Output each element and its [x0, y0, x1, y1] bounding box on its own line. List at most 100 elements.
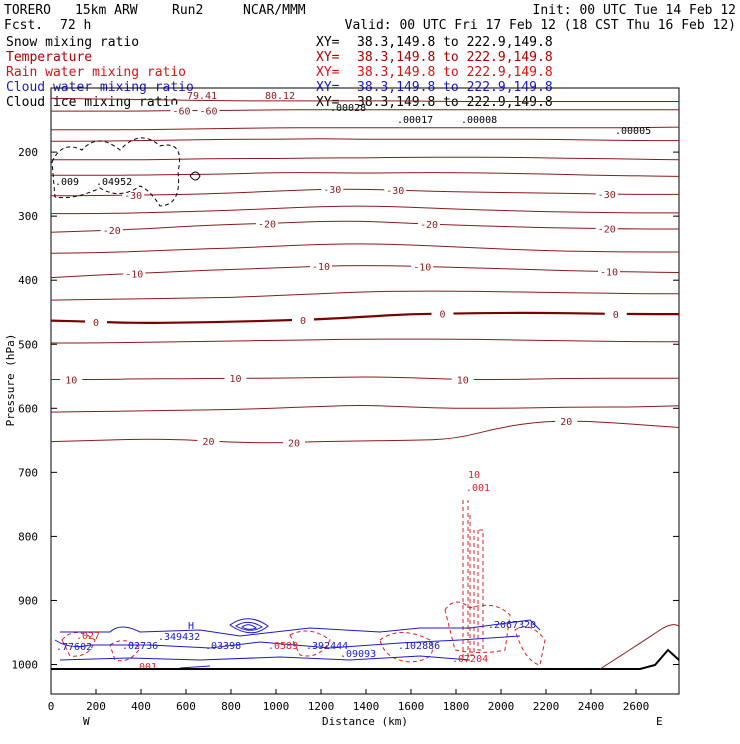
temperature-label-bg [555, 415, 578, 427]
cloud-label-001: .001 [133, 662, 157, 673]
y-tick-label-1000: 1000 [12, 659, 39, 672]
temperature-label-bg [411, 260, 434, 272]
temperature-label-1-1: -60 [199, 106, 217, 117]
temperature-contour-minus35 [51, 172, 680, 177]
x-tick-label-0: 0 [48, 700, 55, 713]
temperature-label-bg [451, 373, 474, 385]
y-tick-label-500: 500 [18, 338, 38, 351]
cloud-water-contour-0 [60, 619, 541, 637]
temp-label-79-41: 79.41 [187, 91, 217, 102]
temperature-label-16-2: 20 [560, 417, 572, 428]
y-tick-label-600: 600 [18, 402, 38, 415]
temperature-contour-minus25 [51, 205, 679, 215]
east-label: E [656, 715, 663, 728]
rain-contour-8 [514, 626, 546, 666]
temperature-label-8-2: -20 [420, 220, 438, 231]
temperature-label-10-2: -10 [413, 262, 431, 273]
valid-time: Valid: 00 UTC Fri 17 Feb 12 (18 CST Thu … [345, 18, 736, 33]
cloud-water-contour-6 [179, 665, 211, 669]
legend-snow-xy-label: XY= [316, 35, 340, 50]
snow-contours [51, 137, 201, 207]
temperature-contour-minus40 [51, 156, 680, 161]
cloud-water-contour-5 [59, 655, 471, 661]
cloud-water-contour-2 [229, 618, 269, 634]
rain-contour-5 [289, 630, 331, 657]
temperature-label-10-0: -10 [125, 269, 143, 280]
cloud-water-contour-3 [235, 621, 263, 631]
temperature-label-bg [292, 313, 314, 325]
cloud-label-03398: .03398 [205, 641, 241, 652]
temperature-label-12-2: 0 [439, 310, 445, 321]
rain-label-001: .001 [466, 483, 490, 494]
y-tick-label-300: 300 [18, 210, 38, 223]
temperature-label-12-0: 0 [93, 318, 99, 329]
rain-label-10: 10 [468, 470, 480, 481]
cloud-water-contour-4 [241, 624, 257, 630]
legend-snow-xy: 38.3,149.8 to 222.9,149.8 [357, 35, 553, 50]
field-legend: Snow mixing ratio XY= 38.3,149.8 to 222.… [6, 35, 553, 110]
init-time: Init: 00 UTC Tue 14 Feb 12 [533, 3, 737, 18]
temperature-label-12-1: 0 [300, 316, 306, 327]
rain-contour-3 [444, 601, 511, 653]
x-tick-label-800: 800 [221, 700, 241, 713]
temperature-contour-minus50 [51, 126, 680, 131]
model-name: TORERO [4, 3, 51, 18]
snow-label-00028: .00028 [330, 103, 366, 114]
snow-label-009: .009 [55, 177, 79, 188]
y-tick-label-900: 900 [18, 594, 38, 607]
cloud-label-77602: .77602 [56, 642, 92, 653]
legend-rain-xy: 38.3,149.8 to 222.9,149.8 [357, 65, 553, 80]
legend-temperature-xy: 38.3,149.8 to 222.9,149.8 [357, 50, 553, 65]
legend-snow-name: Snow mixing ratio [6, 35, 139, 50]
model-resolution: 15km ARW [75, 3, 138, 18]
cloud-label-h: H [188, 621, 194, 632]
cloud-label-027: .027 [76, 631, 100, 642]
legend-rain-xy-label: XY= [316, 65, 340, 80]
x-tick-label-1200: 1200 [308, 700, 335, 713]
temperature-contour-minus20 [50, 220, 679, 233]
temperature-label-8-1: -20 [258, 219, 276, 230]
x-axis-title: Distance (km) [322, 715, 408, 728]
temperature-contour-10 [51, 376, 679, 381]
rain-contour-1 [469, 515, 475, 656]
temperature-label-bg [310, 260, 332, 272]
temperature-label-16-1: 20 [288, 438, 300, 449]
legend-cloud-ice-xy: 38.3,149.8 to 222.9,149.8 [357, 95, 553, 110]
temperature-contour-minus5 [50, 290, 679, 301]
temperature-label-6-3: -30 [598, 190, 616, 201]
cloud-water-contour-1 [54, 635, 521, 649]
x-tick-label-1400: 1400 [353, 700, 380, 713]
field-value-labels: 10 .001 .027.77602 .02736.349432 .03398 .0589… [55, 91, 651, 673]
temperature-label-bg [123, 267, 146, 279]
temperature-label-bg [197, 434, 220, 446]
temperature-label-8-0: -20 [103, 226, 121, 237]
terrain [51, 624, 680, 670]
temperature-contour-20 [50, 420, 680, 444]
organization: NCAR/MMM [243, 3, 306, 18]
legend-temperature-name: Temperature [6, 50, 92, 65]
rain-contour-4 [379, 632, 433, 663]
cloud-water-contours [54, 618, 541, 669]
x-tick-label-2400: 2400 [578, 700, 605, 713]
temperature-label-14-0: 10 [65, 375, 77, 386]
x-tick-label-1600: 1600 [398, 700, 425, 713]
temperature-label-bg [85, 315, 107, 327]
temperature-label-14-2: 10 [457, 375, 469, 386]
temperature-label-bg [598, 265, 620, 277]
snow-contour [51, 137, 180, 207]
temperature-label-bg [170, 104, 193, 116]
temperature-label-bg [595, 222, 618, 234]
legend-cloud-ice-name: Cloud ice mixing ratio [6, 95, 178, 110]
temp-label-80-12: 80.12 [265, 91, 295, 102]
temperature-contour-minus60 [51, 109, 679, 112]
temperature-label-6-2: -30 [386, 186, 404, 197]
temperature-contours: -60 -60 -30 -30 -30 -30 -20 -20 -20 -20 -10 -10 -10 -… [50, 97, 680, 449]
rain-contours [61, 500, 546, 666]
temperature-label-bg [418, 217, 440, 229]
forecast-hours: 72 h [60, 18, 91, 33]
cloud-label-0589: .0589 [268, 641, 298, 652]
x-tick-label-1000: 1000 [263, 700, 290, 713]
y-axis-title: Pressure (hPa) [4, 334, 17, 427]
